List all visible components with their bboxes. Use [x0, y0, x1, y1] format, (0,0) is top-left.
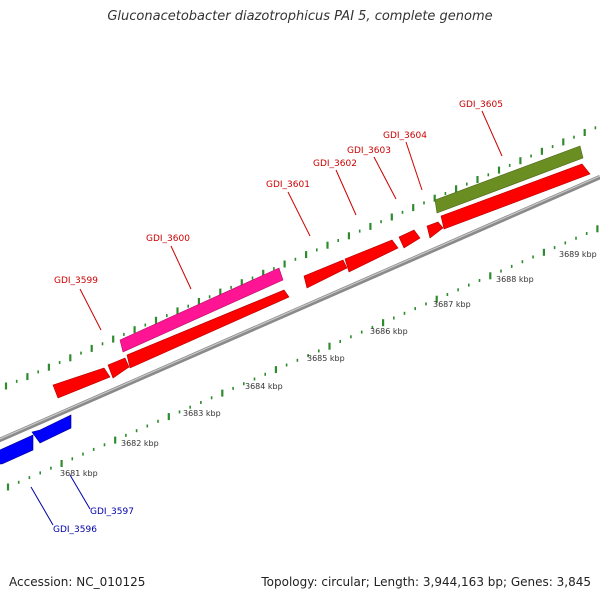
kbp-scale-labels: 3681 kbp 3682 kbp 3683 kbp 3684 kbp 3685…	[60, 250, 597, 478]
rrna-gdi-3605[interactable]	[434, 145, 584, 214]
gene-label[interactable]: GDI_3597	[90, 507, 134, 517]
gene-arrow-gdi-3605[interactable]	[440, 163, 591, 230]
kbp-label: 3682 kbp	[121, 439, 159, 448]
feature-track	[0, 145, 591, 465]
gene-arrow-gdi-3601[interactable]	[303, 259, 348, 289]
trna-gdi-3600[interactable]	[119, 267, 284, 353]
gene-labels: GDI_3596 GDI_3597 GDI_3599 GDI_3600 GDI_…	[53, 100, 503, 535]
gene-arrow-gdi-3604[interactable]	[426, 221, 444, 239]
gene-label[interactable]: GDI_3599	[54, 276, 98, 286]
genome-stats-text: Topology: circular; Length: 3,944,163 bp…	[261, 575, 591, 589]
gene-label[interactable]: GDI_3605	[459, 100, 503, 110]
gene-label[interactable]: GDI_3601	[266, 180, 310, 190]
genome-backbone	[0, 174, 600, 443]
leader-gdi-3605	[481, 110, 503, 157]
gene-label[interactable]: GDI_3602	[313, 159, 357, 169]
gene-label[interactable]: GDI_3596	[53, 525, 97, 535]
kbp-label: 3689 kbp	[559, 250, 597, 259]
leader-gdi-3596	[30, 486, 54, 526]
gene-label[interactable]: GDI_3603	[347, 146, 391, 156]
leader-gdi-3602	[335, 169, 357, 216]
upper-tick-track	[4, 126, 597, 390]
leader-gdi-3601	[287, 191, 311, 237]
kbp-label: 3681 kbp	[60, 469, 98, 478]
kbp-label: 3683 kbp	[183, 409, 221, 418]
gene-arrow-gdi-3596[interactable]	[0, 434, 34, 465]
gene-arrow-unlabeled-b[interactable]	[107, 357, 130, 379]
kbp-label: 3684 kbp	[245, 382, 283, 391]
leader-gdi-3599	[79, 288, 102, 331]
gene-arrow-gdi-3599[interactable]	[126, 289, 290, 369]
leader-gdi-3604	[405, 141, 423, 191]
kbp-label: 3688 kbp	[496, 275, 534, 284]
figure-title: Gluconacetobacter diazotrophicus PAI 5, …	[107, 9, 493, 24]
label-leader-lines	[30, 110, 503, 526]
genome-backbone-highlight	[0, 175, 600, 440]
gene-label[interactable]: GDI_3600	[146, 234, 190, 244]
kbp-label: 3687 kbp	[433, 300, 471, 309]
gene-arrow-unlabeled-a[interactable]	[52, 367, 111, 399]
gene-arrow-gdi-3597[interactable]	[31, 414, 72, 444]
gene-arrow-gdi-3603[interactable]	[398, 229, 421, 249]
kbp-label: 3685 kbp	[307, 354, 345, 363]
leader-gdi-3600	[170, 245, 192, 290]
accession-text: Accession: NC_010125	[9, 575, 146, 589]
leader-gdi-3597	[69, 474, 91, 510]
kbp-label: 3686 kbp	[370, 327, 408, 336]
lower-tick-track	[6, 225, 599, 491]
gene-arrow-gdi-3602[interactable]	[344, 239, 399, 273]
gene-label[interactable]: GDI_3604	[383, 131, 427, 141]
leader-gdi-3603	[373, 156, 397, 200]
